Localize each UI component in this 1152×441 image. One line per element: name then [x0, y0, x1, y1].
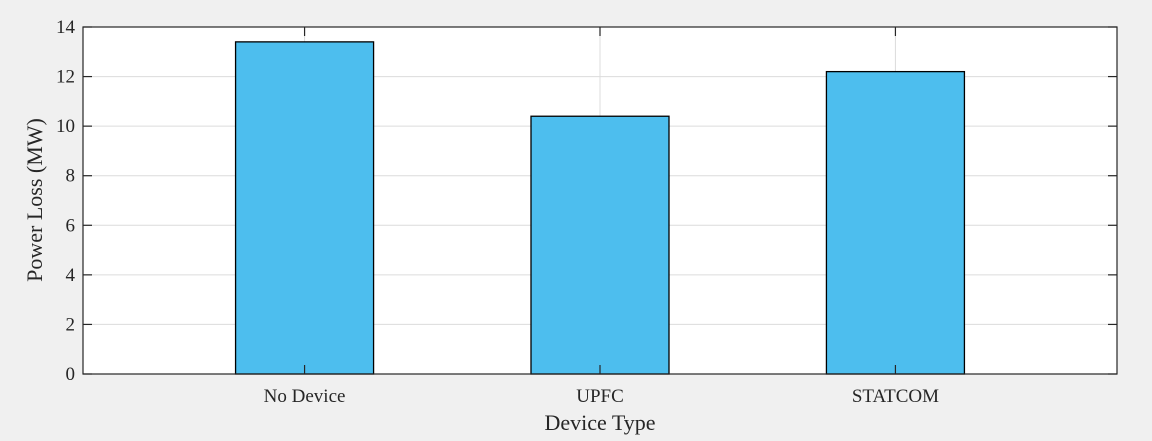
y-tick-label: 8: [66, 166, 76, 187]
y-tick-labels: 0 2 4 6 8 10 12 14: [56, 17, 76, 385]
axis-ticks: [83, 26, 1117, 375]
x-tick-labels: No Device UPFC STATCOM: [264, 386, 939, 407]
bar-upfc: [530, 115, 670, 375]
y-tick-label: 0: [66, 364, 76, 385]
y-axis-label: Power Loss (MW): [22, 118, 47, 282]
y-tick-label: 6: [66, 215, 76, 236]
y-tick-label: 10: [56, 116, 75, 137]
x-tick-label: STATCOM: [852, 386, 939, 407]
bar-no-device: [234, 41, 375, 375]
y-tick-label: 14: [56, 17, 76, 38]
bar-statcom: [825, 70, 966, 375]
y-tick-label: 2: [66, 314, 76, 335]
x-tick-label: No Device: [264, 386, 346, 407]
y-tick-label: 12: [56, 67, 75, 88]
y-tick-label: 4: [66, 265, 76, 286]
bars-group: [234, 41, 966, 375]
x-axis-label: Device Type: [544, 410, 655, 435]
x-tick-label: UPFC: [576, 386, 624, 407]
